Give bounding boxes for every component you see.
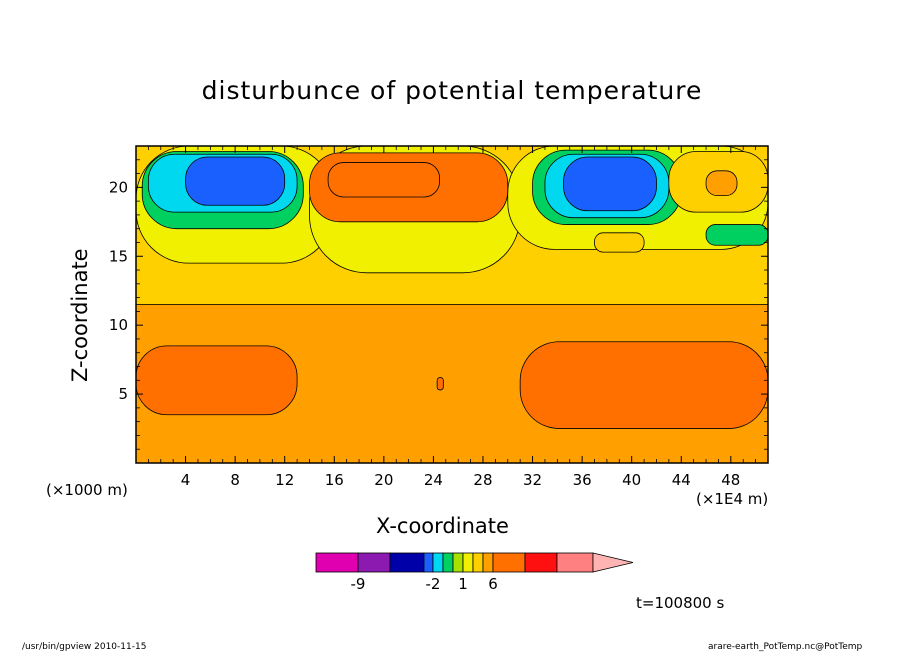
contour-region-cold-right-core	[563, 156, 657, 212]
contour-fill-layer	[136, 146, 768, 463]
y-tick-label: 20	[109, 178, 128, 196]
colorbar-arrow	[592, 552, 634, 573]
colorbar-label: -2	[426, 575, 441, 593]
y-tick-label: 10	[109, 316, 128, 334]
y-tick-label: 15	[109, 247, 128, 265]
contour-region-left-warm-low	[136, 345, 298, 416]
x-tick-label: 36	[573, 471, 592, 489]
x-tick-label: 16	[325, 471, 344, 489]
x-tick-label: 44	[672, 471, 691, 489]
colorbar-swatch	[524, 552, 558, 573]
colorbar-swatch	[556, 552, 594, 573]
contour-region-right-warm-low	[519, 341, 768, 429]
colorbar-swatch	[482, 552, 494, 573]
colorbar-swatch	[442, 552, 454, 573]
colorbar-swatch	[357, 552, 391, 573]
x-tick-label: 32	[523, 471, 542, 489]
contour-region-cyan-right-edge	[705, 224, 768, 246]
colorbar-swatch	[462, 552, 474, 573]
x-axis-label: X-coordinate	[376, 514, 509, 538]
contour-region-warm-top-right-core	[705, 170, 738, 197]
x-tick-label: 28	[473, 471, 492, 489]
x-tick-label: 40	[622, 471, 641, 489]
x-tick-label: 12	[275, 471, 294, 489]
x-tick-label: 4	[181, 471, 191, 489]
contour-region-warm-top-mid-core	[327, 162, 441, 198]
colorbar-swatch	[472, 552, 484, 573]
x-tick-label: 8	[230, 471, 240, 489]
colorbar-swatch	[492, 552, 526, 573]
x-unit-label: (×1000 m)	[46, 481, 128, 499]
footer-left: /usr/bin/gpview 2010-11-15	[22, 642, 147, 652]
colorbar-swatch	[315, 552, 359, 573]
y-tick-label: 5	[118, 385, 128, 403]
x-tick-label: 24	[424, 471, 443, 489]
colorbar-label: 1	[458, 575, 468, 593]
contour-region-warm-dot	[436, 377, 444, 391]
colorbar-swatch	[432, 552, 444, 573]
contour-region-cold-left-core	[185, 156, 286, 206]
colorbar-label: -9	[351, 575, 366, 593]
plot-frame	[135, 145, 769, 464]
colorbar-swatch	[423, 552, 434, 573]
colorbar: -9 -2 1 6	[315, 552, 634, 593]
colorbar-label: 6	[488, 575, 498, 593]
y-unit-label: (×1E4 m)	[696, 490, 769, 508]
time-label: t=100800 s	[636, 594, 725, 612]
contour-region-warm-right-small	[594, 232, 645, 253]
x-tick-label: 20	[374, 471, 393, 489]
y-axis-label: Z-coordinate	[68, 248, 92, 382]
x-tick-label: 48	[721, 471, 740, 489]
colorbar-swatch	[452, 552, 464, 573]
colorbar-swatch	[389, 552, 425, 573]
chart-title: disturbunce of potential temperature	[201, 76, 703, 105]
footer-right: arare-earth_PotTemp.nc@PotTemp	[708, 642, 863, 652]
